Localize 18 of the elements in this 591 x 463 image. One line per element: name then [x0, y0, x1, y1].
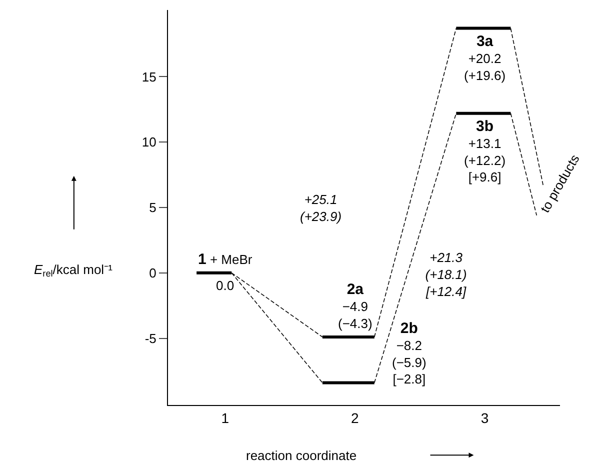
annotation: 2b −8.2 (−5.9) [−2.8] — [392, 320, 426, 387]
annotation: +21.3 (+18.1) [+12.4] — [425, 250, 467, 299]
annotation: 2a −4.9 (−4.3) — [338, 281, 372, 331]
y-tick-label: 15 — [142, 69, 156, 84]
annotation: 1 + MeBr — [198, 251, 253, 268]
annotation: +25.1 (+23.9) — [300, 192, 342, 224]
x-axis-title: reaction coordinate — [246, 448, 357, 463]
y-tick-label: -5 — [144, 330, 156, 346]
y-axis-title: E$_{rel}$/kcal mol⁻¹ — [34, 262, 114, 279]
x-tick-label: 3 — [480, 410, 489, 426]
x-tick-label: 1 — [221, 410, 230, 426]
annotation: 3b +13.1 (+12.2) [+9.6] — [464, 118, 506, 185]
annotation: 3a +20.2 (+19.6) — [464, 33, 506, 83]
annotation: 0.0 — [216, 278, 234, 293]
x-tick-label: 2 — [351, 410, 360, 426]
y-tick-label: 0 — [149, 265, 156, 280]
y-tick-label: 10 — [142, 134, 156, 150]
y-tick-label: 5 — [149, 200, 156, 216]
